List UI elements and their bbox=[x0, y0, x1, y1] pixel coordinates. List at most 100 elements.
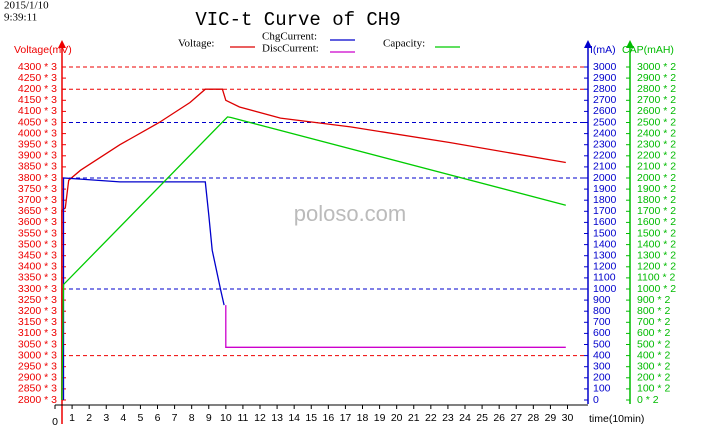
y-tick-label: 4300 * 3 bbox=[18, 61, 57, 73]
y-tick-label: 1400 * 2 bbox=[637, 238, 676, 250]
y-tick-label: 3000 bbox=[593, 61, 617, 73]
y-tick-label: 1100 * 2 bbox=[637, 272, 675, 284]
y-tick-label: 3750 * 3 bbox=[18, 183, 57, 195]
y-tick-label: 700 bbox=[593, 316, 611, 328]
y-tick-label: 2900 * 3 bbox=[18, 372, 57, 384]
y-tick-label: 1900 * 2 bbox=[637, 183, 676, 195]
y-tick-label: 3150 * 3 bbox=[18, 316, 57, 328]
y-tick-label: 1400 bbox=[593, 238, 617, 250]
y-tick-label: 400 * 2 bbox=[637, 349, 670, 361]
y-tick-label: 3550 * 3 bbox=[18, 227, 57, 239]
y-tick-label: 1500 * 2 bbox=[637, 227, 676, 239]
y-tick-label: 3100 * 3 bbox=[18, 327, 57, 339]
x-tick-label: 16 bbox=[322, 412, 334, 424]
y-tick-label: 4100 * 3 bbox=[18, 105, 57, 117]
y-tick-label: 1900 bbox=[593, 183, 617, 195]
y-tick-label: 2700 bbox=[593, 94, 617, 106]
y-tick-label: 3000 * 2 bbox=[637, 61, 676, 73]
y-tick-label: 3200 * 3 bbox=[18, 305, 57, 317]
y-tick-label: 300 bbox=[593, 360, 611, 372]
y-tick-label: 900 * 2 bbox=[637, 294, 670, 306]
y-tick-label: 2400 bbox=[593, 127, 617, 139]
y-tick-label: 3650 * 3 bbox=[18, 205, 57, 217]
y-tick-label: 2600 bbox=[593, 105, 617, 117]
x-tick-label: 14 bbox=[288, 412, 300, 424]
y-axis-label: Voltage(mV) bbox=[14, 44, 72, 56]
y-tick-label: 2000 * 2 bbox=[637, 172, 676, 184]
y-tick-label: 3600 * 3 bbox=[18, 216, 57, 228]
y-tick-label: 600 bbox=[593, 327, 611, 339]
x-tick-label: 0 bbox=[52, 416, 58, 428]
legend-label: Capacity: bbox=[383, 38, 425, 50]
series-line bbox=[61, 88, 566, 400]
y-tick-label: 400 bbox=[593, 349, 611, 361]
x-tick-label: 13 bbox=[271, 412, 283, 424]
x-tick-label: 5 bbox=[137, 412, 143, 424]
x-tick-label: 11 bbox=[237, 412, 248, 424]
x-tick-label: 24 bbox=[459, 412, 471, 424]
chart-title: VIC-t Curve of CH9 bbox=[195, 9, 400, 31]
series-line bbox=[225, 305, 566, 348]
x-tick-label: 27 bbox=[510, 412, 522, 424]
y-tick-label: 1700 * 2 bbox=[637, 205, 676, 217]
y-tick-label: 700 * 2 bbox=[637, 316, 670, 328]
x-tick-label: 20 bbox=[391, 412, 403, 424]
y-tick-label: 2950 * 3 bbox=[18, 360, 57, 372]
x-tick-label: 15 bbox=[305, 412, 317, 424]
y-tick-label: 2300 bbox=[593, 138, 617, 150]
y-tick-label: 4250 * 3 bbox=[18, 72, 57, 84]
y-tick-label: 3450 * 3 bbox=[18, 249, 57, 261]
watermark: poloso.com bbox=[294, 201, 407, 226]
y-tick-label: 4000 * 3 bbox=[18, 127, 57, 139]
y-tick-label: 3050 * 3 bbox=[18, 338, 57, 350]
y-tick-label: 4200 * 3 bbox=[18, 83, 57, 95]
x-tick-label: 25 bbox=[476, 412, 488, 424]
y-tick-label: 4150 * 3 bbox=[18, 94, 57, 106]
x-tick-label: 1 bbox=[69, 412, 75, 424]
y-tick-label: 4050 * 3 bbox=[18, 116, 57, 128]
y-tick-label: 1200 * 2 bbox=[637, 261, 676, 273]
series-line bbox=[62, 177, 225, 400]
y-tick-label: 1800 bbox=[593, 194, 617, 206]
y-tick-label: 2400 * 2 bbox=[637, 127, 676, 139]
legend-label: Voltage: bbox=[178, 38, 214, 50]
y-tick-label: 3850 * 3 bbox=[18, 161, 57, 173]
x-tick-label: 3 bbox=[103, 412, 109, 424]
y-tick-label: 2100 bbox=[593, 161, 617, 173]
x-tick-label: 8 bbox=[189, 412, 195, 424]
x-tick-label: 17 bbox=[340, 412, 352, 424]
y-tick-label: 2000 bbox=[593, 172, 617, 184]
y3-axis-label: CAP(mAH) bbox=[622, 44, 674, 56]
x-tick-label: 19 bbox=[374, 412, 386, 424]
y-tick-label: 3800 * 3 bbox=[18, 172, 57, 184]
x-tick-label: 2 bbox=[86, 412, 92, 424]
legend-label: DiscCurrent: bbox=[262, 43, 319, 55]
x-tick-label: 10 bbox=[220, 412, 232, 424]
x-axis-label: time(10min) bbox=[589, 413, 644, 425]
y-tick-label: 2850 * 3 bbox=[18, 383, 57, 395]
date: 2015/1/10 bbox=[4, 0, 49, 12]
y-tick-label: 800 bbox=[593, 305, 611, 317]
y-tick-label: 2800 bbox=[593, 83, 617, 95]
y-tick-label: 200 * 2 bbox=[637, 372, 670, 384]
y2-axis-arrow bbox=[584, 40, 592, 48]
y-tick-label: 3350 * 3 bbox=[18, 272, 57, 284]
x-tick-label: 6 bbox=[155, 412, 161, 424]
y-tick-label: 0 bbox=[593, 394, 599, 406]
y-tick-label: 100 bbox=[593, 383, 611, 395]
y-tick-label: 2100 * 2 bbox=[637, 161, 676, 173]
x-tick-label: 30 bbox=[562, 412, 574, 424]
y-tick-label: 3700 * 3 bbox=[18, 194, 57, 206]
y-tick-label: 2700 * 2 bbox=[637, 94, 676, 106]
x-tick-label: 28 bbox=[527, 412, 539, 424]
y-tick-label: 2500 bbox=[593, 116, 617, 128]
x-tick-label: 22 bbox=[425, 412, 437, 424]
y-tick-label: 2800 * 3 bbox=[18, 394, 57, 406]
y-tick-label: 2500 * 2 bbox=[637, 116, 676, 128]
y-tick-label: 3250 * 3 bbox=[18, 294, 57, 306]
y-tick-label: 600 * 2 bbox=[637, 327, 670, 339]
y-tick-label: 2800 * 2 bbox=[637, 83, 676, 95]
y-tick-label: 200 bbox=[593, 372, 611, 384]
